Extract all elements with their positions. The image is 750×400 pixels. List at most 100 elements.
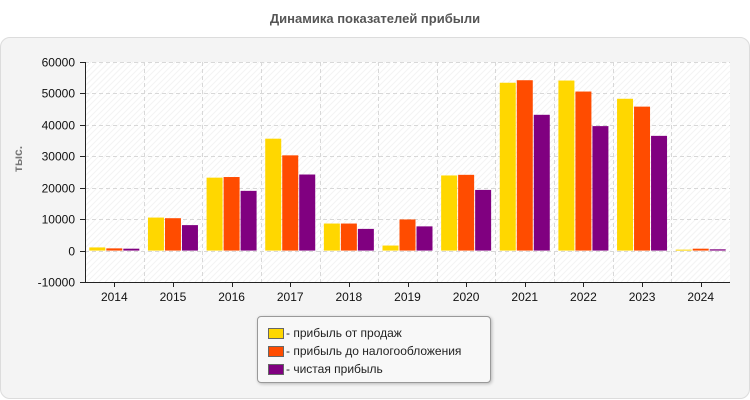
hatch-line bbox=[84, 61, 164, 141]
bar-2016-s1 bbox=[223, 177, 240, 251]
hatch-line bbox=[84, 61, 242, 219]
hatch-line bbox=[84, 61, 296, 273]
legend-label: - чистая прибыль bbox=[286, 362, 383, 376]
bar-2017-s0 bbox=[265, 138, 282, 251]
legend-label: - прибыль от продаж bbox=[286, 326, 402, 340]
bar-2018-s1 bbox=[340, 223, 357, 251]
legend-item-net-profit: - чистая прибыль bbox=[268, 361, 383, 377]
hatch-line bbox=[84, 61, 104, 81]
bar-2018-s0 bbox=[323, 223, 340, 251]
hatch-line bbox=[84, 61, 116, 93]
x-tick-label: 2015 bbox=[160, 290, 187, 304]
hatch-line bbox=[626, 178, 731, 283]
hatch-line bbox=[84, 61, 236, 213]
hatch-line bbox=[278, 61, 500, 283]
hatch-line bbox=[110, 61, 332, 283]
hatch-line bbox=[84, 61, 128, 105]
hatch-line bbox=[722, 274, 731, 283]
hatch-line bbox=[84, 61, 284, 261]
hatch-line bbox=[728, 280, 731, 283]
hatch-line bbox=[84, 61, 266, 243]
hatch-line bbox=[92, 61, 314, 283]
hatch-line bbox=[98, 61, 320, 283]
bar-2024-s1 bbox=[692, 248, 709, 251]
legend-swatch-sales-profit bbox=[268, 327, 284, 339]
hatch-line bbox=[84, 61, 122, 99]
bar-2024-s0 bbox=[675, 249, 692, 251]
y-tick-label: -10000 bbox=[38, 276, 76, 290]
y-tick-label: 30000 bbox=[42, 150, 76, 164]
hatch-line bbox=[686, 238, 731, 283]
hatch-line bbox=[350, 61, 572, 283]
bars bbox=[89, 80, 726, 251]
hatch-line bbox=[84, 61, 290, 267]
bar-2016-s2 bbox=[240, 190, 257, 251]
hatch-line bbox=[632, 184, 731, 283]
hatch-line bbox=[84, 61, 170, 147]
axes bbox=[85, 62, 730, 283]
x-tick-label: 2022 bbox=[570, 290, 597, 304]
hatch-line bbox=[710, 262, 731, 283]
legend-item-pretax-profit: - прибыль до налогообложения bbox=[268, 343, 461, 359]
y-axis-label: тыс. bbox=[11, 146, 25, 172]
hatch-line bbox=[716, 268, 731, 283]
hatch-line bbox=[698, 250, 731, 283]
hatch-line bbox=[84, 61, 134, 111]
bar-2023-s2 bbox=[651, 135, 668, 251]
hatch-line bbox=[644, 196, 731, 283]
hatch-line bbox=[704, 256, 731, 283]
bar-2021-s0 bbox=[499, 82, 516, 251]
hatch-line bbox=[84, 61, 176, 153]
hatch-line bbox=[84, 61, 158, 135]
chart-legend: - прибыль от продаж - прибыль до налогоо… bbox=[257, 316, 491, 383]
y-tick-label: 0 bbox=[68, 245, 75, 259]
legend-label: - прибыль до налогообложения bbox=[286, 344, 462, 358]
bar-2016-s0 bbox=[206, 177, 223, 251]
bar-2014-s2 bbox=[123, 248, 140, 251]
bar-2015-s2 bbox=[181, 225, 198, 251]
bar-2019-s0 bbox=[382, 245, 399, 251]
bar-2022-s1 bbox=[575, 91, 592, 251]
hatch-line bbox=[84, 61, 230, 207]
x-tick-label: 2020 bbox=[453, 290, 480, 304]
hatch-line bbox=[86, 61, 308, 283]
x-tick-label: 2023 bbox=[629, 290, 656, 304]
hatch-line bbox=[84, 61, 188, 165]
hatch-line bbox=[84, 61, 110, 87]
bar-2017-s1 bbox=[282, 155, 299, 251]
y-tick-label: 60000 bbox=[42, 56, 76, 70]
chart-title: Динамика показателей прибыли bbox=[269, 11, 481, 26]
hatch-line bbox=[356, 61, 578, 283]
hatch-line bbox=[84, 61, 224, 201]
x-tick-label: 2014 bbox=[101, 290, 128, 304]
x-tick-label: 2016 bbox=[218, 290, 245, 304]
hatch-line bbox=[84, 61, 248, 225]
bar-2023-s0 bbox=[617, 98, 634, 251]
bar-2017-s2 bbox=[299, 174, 316, 251]
hatch-line bbox=[84, 61, 98, 75]
bar-2014-s0 bbox=[89, 247, 106, 251]
y-tick-label: 10000 bbox=[42, 213, 76, 227]
hatch-line bbox=[608, 160, 731, 283]
hatch-line bbox=[614, 166, 731, 283]
legend-swatch-pretax-profit bbox=[268, 345, 284, 357]
x-tick-label: 2024 bbox=[687, 290, 714, 304]
bar-2020-s1 bbox=[458, 174, 475, 251]
hatch-line bbox=[638, 190, 731, 283]
x-tick-labels: 2014 2015 2016 2017 2018 2019 2020 2021 2022 2023… bbox=[101, 290, 714, 304]
y-tick-label: 40000 bbox=[42, 119, 76, 133]
bar-2014-s1 bbox=[106, 248, 123, 251]
hatch-line bbox=[84, 61, 140, 117]
hatch-line bbox=[84, 61, 152, 129]
y-tick-label: 20000 bbox=[42, 182, 76, 196]
hatch-line bbox=[84, 61, 254, 231]
bar-2023-s1 bbox=[634, 106, 651, 251]
hatch-line bbox=[84, 61, 194, 171]
bar-2022-s0 bbox=[558, 80, 575, 251]
hatch-line bbox=[284, 61, 506, 283]
bar-2021-s2 bbox=[533, 114, 550, 251]
hatch-line bbox=[656, 208, 731, 283]
hatch-line bbox=[84, 61, 182, 159]
hatch-line bbox=[104, 61, 326, 283]
